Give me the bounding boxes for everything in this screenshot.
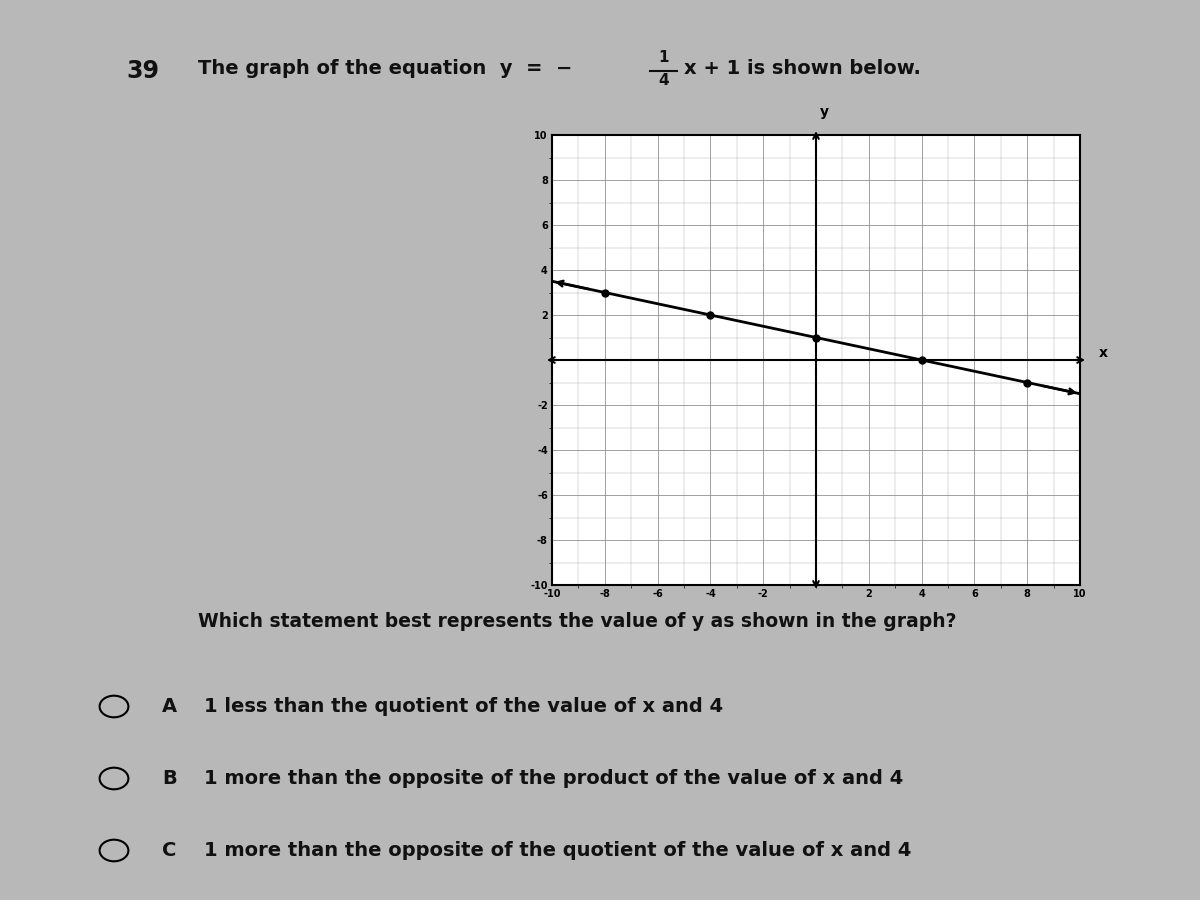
Text: The graph of the equation  y  =  −: The graph of the equation y = − <box>198 58 572 77</box>
Text: A: A <box>162 697 178 716</box>
Text: 1: 1 <box>659 50 668 65</box>
Text: Which statement best represents the value of y as shown in the graph?: Which statement best represents the valu… <box>198 612 956 631</box>
Point <box>806 330 826 345</box>
Point <box>912 353 931 367</box>
Text: C: C <box>162 841 176 860</box>
Text: 1 less than the quotient of the value of x and 4: 1 less than the quotient of the value of… <box>204 697 724 716</box>
Text: 4: 4 <box>659 73 668 88</box>
Text: x: x <box>1098 346 1108 360</box>
Text: 1 more than the opposite of the quotient of the value of x and 4: 1 more than the opposite of the quotient… <box>204 841 911 860</box>
Point <box>595 285 614 300</box>
Point <box>701 308 720 322</box>
Point <box>1018 375 1037 390</box>
Text: 39: 39 <box>126 58 158 83</box>
Text: B: B <box>162 769 176 788</box>
Text: x + 1 is shown below.: x + 1 is shown below. <box>684 58 920 77</box>
Text: 1 more than the opposite of the product of the value of x and 4: 1 more than the opposite of the product … <box>204 769 904 788</box>
Text: y: y <box>820 105 828 119</box>
